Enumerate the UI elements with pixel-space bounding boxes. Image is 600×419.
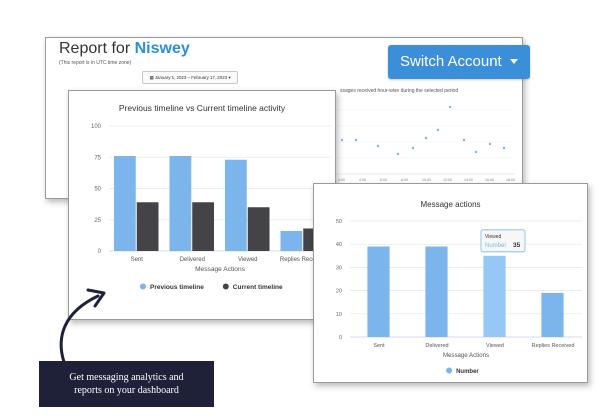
bar (136, 202, 159, 251)
x-tick-label: 14:00 (464, 178, 473, 182)
scatter-point (354, 138, 358, 142)
scatter-point (340, 138, 344, 142)
scatter-point (448, 105, 452, 109)
date-range-picker[interactable]: ▦ January 1, 2023 – February 17, 2023 ▾ (142, 71, 238, 84)
bar (192, 202, 215, 251)
x-tick-label: 10:00 (422, 178, 431, 182)
date-range-label: January 1, 2023 – February 17, 2023 (154, 75, 228, 80)
timezone-note: (This report is in UTC time zone) (59, 60, 132, 66)
x-tick-label: 16:00 (485, 178, 494, 182)
timeline-comparison-chart: 0 25 50 75 100 Sent Delivered Viewed Replies Rec… (91, 124, 331, 291)
y-tick-label: 20 (336, 289, 342, 295)
legend-label: Number (456, 369, 479, 375)
y-tick-label: 0 (98, 249, 102, 255)
legend-marker (446, 367, 453, 374)
legend-marker (222, 283, 229, 290)
scatter-point (488, 142, 492, 146)
x-axis-label: Message Actions (443, 352, 489, 359)
report-title-prefix: Report for (59, 40, 131, 57)
y-tick-label: 10 (336, 312, 342, 318)
calendar-icon: ▦ (149, 75, 155, 80)
tooltip-series: Number (485, 243, 506, 249)
chart-title: Previous timeline vs Current timeline ac… (118, 103, 286, 113)
y-tick-label: 75 (94, 155, 101, 161)
chart-title: Message actions (420, 200, 481, 209)
legend-label: Previous timeline (150, 284, 204, 291)
x-tick-label: 12:00 (443, 178, 452, 182)
promo-banner: Get messaging analytics and reports on y… (39, 361, 214, 407)
y-tick-label: 25 (94, 218, 101, 224)
x-tick-label: Replies Received (280, 257, 327, 263)
tooltip-box (480, 229, 526, 253)
switch-account-button[interactable]: Switch Account (388, 45, 530, 79)
x-tick-label: 4:00 (359, 178, 366, 182)
hourly-scatter-chart: 0:00 4:00 6:00 8:00 10:00 12:00 14:00 16:00 18:0… (336, 105, 515, 182)
x-tick-label: Replies Received (532, 343, 575, 349)
banner-line-1: Get messaging analytics and (69, 372, 184, 383)
scatter-point (462, 138, 466, 142)
bar (224, 159, 247, 251)
scatter-point (502, 146, 506, 150)
x-tick-label: Viewed (238, 257, 258, 263)
x-tick-label: Sent (131, 257, 144, 263)
bar (247, 207, 270, 251)
y-tick-label: 30 (336, 265, 342, 271)
caret-down-icon (510, 59, 518, 64)
x-tick-label: 6:00 (380, 178, 387, 182)
message-actions-chart: 0 10 20 30 40 50 Sent Delivered Viewed Replies Re… (336, 219, 582, 375)
x-tick-label: Sent (373, 343, 385, 349)
y-tick-label: 50 (94, 187, 101, 193)
bar (483, 255, 506, 337)
bar (113, 156, 136, 251)
x-tick-label: Viewed (486, 343, 504, 349)
switch-account-label: Switch Account (400, 53, 502, 70)
y-tick-label: 0 (339, 335, 342, 341)
chevron-down-icon: ▾ (227, 75, 231, 80)
bar (169, 156, 192, 251)
legend-marker (140, 283, 147, 290)
pointer-arrow-icon (59, 288, 106, 364)
bar (367, 246, 390, 337)
tooltip-value: 35 (513, 242, 521, 249)
x-tick-label: Delivered (180, 257, 205, 263)
scatter-point (396, 152, 400, 156)
message-actions-card: Message actions 0 10 20 30 40 50 Sent Delivered… (313, 183, 588, 383)
bar (280, 231, 303, 251)
scatter-point (411, 146, 415, 150)
y-tick-label: 50 (336, 219, 342, 225)
x-tick-label: 0:00 (338, 178, 345, 182)
tooltip-category: Viewed (485, 234, 502, 240)
x-tick-label: Delivered (425, 343, 448, 349)
scatter-point (436, 128, 440, 132)
y-tick-label: 100 (91, 124, 102, 130)
x-tick-label: 8:00 (401, 178, 408, 182)
x-tick-label: 18:00 (506, 178, 515, 182)
bar (425, 246, 448, 337)
legend-label: Current timeline (233, 284, 283, 291)
x-axis-label: Message Actions (195, 266, 246, 273)
scatter-point (424, 136, 428, 140)
hourly-chart-title: ssages received hour-wise during the sel… (340, 88, 459, 94)
y-tick-label: 40 (336, 242, 342, 248)
banner-line-2: reports on your dashboard (74, 385, 179, 396)
scatter-point (474, 150, 478, 154)
scatter-point (376, 144, 380, 148)
brand-name: Niswey (134, 40, 190, 57)
page-title: Report for Niswey (59, 40, 190, 58)
bar (541, 292, 564, 337)
